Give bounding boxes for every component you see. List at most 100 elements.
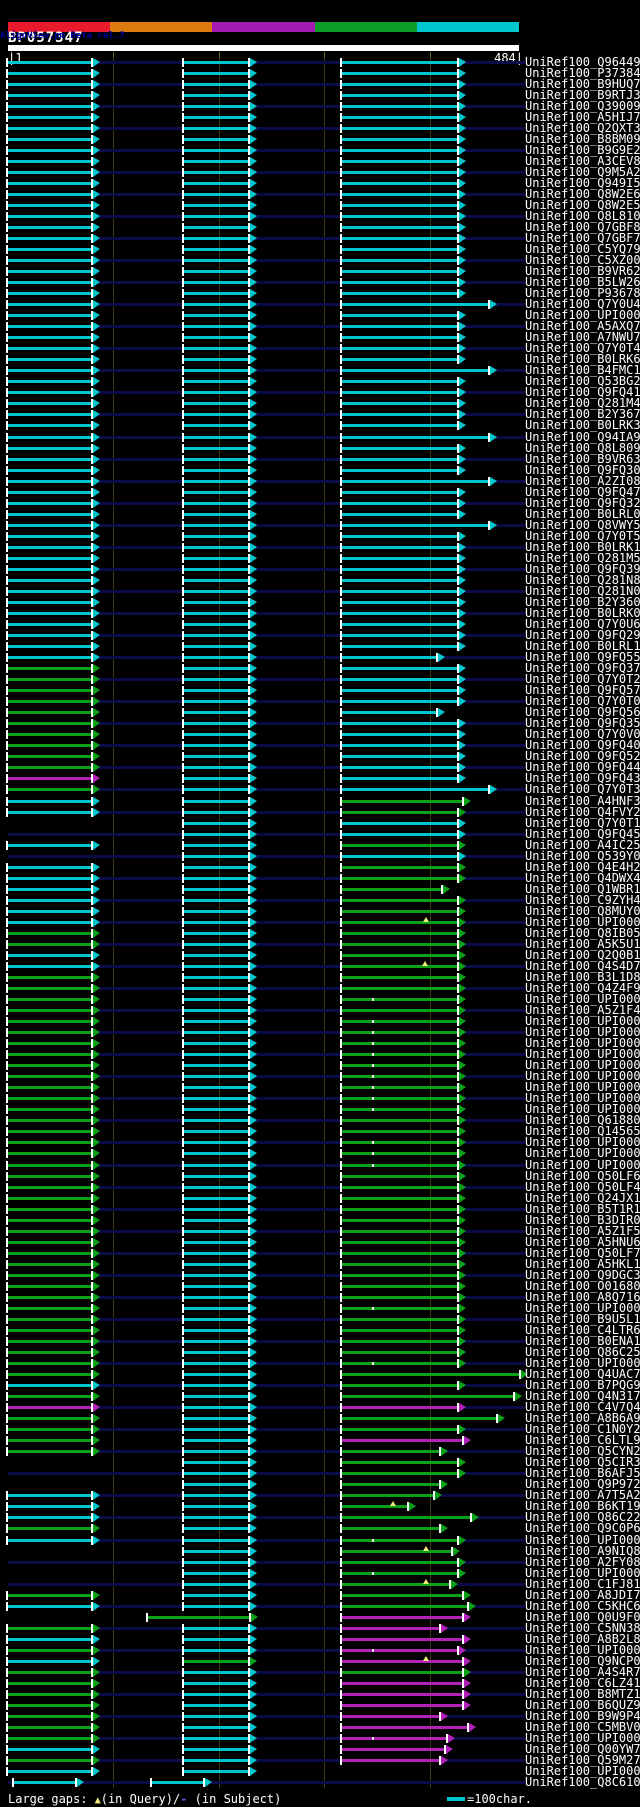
alignment-segment[interactable] xyxy=(183,920,249,924)
hit-label[interactable]: UniRef100_A5Z1F4 xyxy=(525,1003,640,1018)
alignment-segment[interactable] xyxy=(183,612,249,615)
hit-label[interactable]: UniRef100_Q9FQ30 xyxy=(525,462,640,477)
alignment-segment[interactable] xyxy=(8,1064,91,1068)
alignment-segment[interactable] xyxy=(342,600,457,604)
hit-label[interactable]: UniRef100_Q0U9F0 xyxy=(525,1609,640,1624)
alignment-segment[interactable] xyxy=(183,115,249,119)
alignment-segment[interactable] xyxy=(183,1395,249,1399)
hit-label[interactable]: UniRef100_UPI000.. xyxy=(525,1642,640,1657)
hit-label[interactable]: UniRef100_A2ZI08 xyxy=(525,473,640,488)
hit-label[interactable]: UniRef100_A5HIJ7 xyxy=(525,109,640,124)
alignment-segment[interactable] xyxy=(342,1185,457,1189)
hit-row[interactable]: UniRef100_Q1WBR1 xyxy=(0,883,640,895)
alignment-segment[interactable] xyxy=(342,998,457,1002)
hit-label[interactable]: UniRef100_UPI000.. xyxy=(525,992,640,1007)
hit-label[interactable]: UniRef100_P93678 xyxy=(525,286,640,301)
alignment-segment[interactable] xyxy=(342,1626,439,1630)
hit-row[interactable]: UniRef100_UPI000.. xyxy=(0,1059,640,1071)
alignment-segment[interactable] xyxy=(8,314,91,318)
alignment-segment[interactable] xyxy=(342,799,462,803)
alignment-segment[interactable] xyxy=(342,1097,457,1101)
alignment-segment[interactable] xyxy=(342,1516,471,1520)
hit-row[interactable]: UniRef100_C5XZ00 xyxy=(0,254,640,266)
hit-label[interactable]: UniRef100_C1N0Y2 xyxy=(525,1422,640,1437)
alignment-segment[interactable] xyxy=(183,1494,249,1498)
hit-label[interactable]: UniRef100_Q7Y0U6 xyxy=(525,617,640,632)
alignment-segment[interactable] xyxy=(342,1262,457,1266)
hit-row[interactable]: UniRef100_Q9FQ39 xyxy=(0,563,640,575)
alignment-segment[interactable] xyxy=(8,1251,91,1255)
alignment-segment[interactable] xyxy=(183,159,249,163)
hit-label[interactable]: UniRef100_A4HNF3 xyxy=(525,793,640,808)
hit-label[interactable]: UniRef100_B6AFJ5 xyxy=(525,1466,640,1481)
hit-row[interactable]: UniRef100_Q8L810 xyxy=(0,210,640,222)
alignment-segment[interactable] xyxy=(183,1571,249,1575)
alignment-segment[interactable] xyxy=(183,788,249,792)
alignment-segment[interactable] xyxy=(8,1141,91,1145)
hit-label[interactable]: UniRef100_P37384 xyxy=(525,65,640,80)
hit-label[interactable]: UniRef100_UPI000.. xyxy=(525,1025,640,1040)
alignment-segment[interactable] xyxy=(8,887,91,891)
alignment-segment[interactable] xyxy=(183,1207,249,1211)
alignment-segment[interactable] xyxy=(8,1339,91,1343)
alignment-segment[interactable] xyxy=(183,656,249,660)
hit-label[interactable]: UniRef100_Q9C0P6 xyxy=(525,1521,640,1536)
alignment-segment[interactable] xyxy=(183,1240,249,1244)
hit-row[interactable]: UniRef100_Q53BG2 xyxy=(0,375,640,387)
alignment-segment[interactable] xyxy=(183,1251,249,1255)
hit-row[interactable]: UniRef100_Q24JX1 xyxy=(0,1192,640,1204)
alignment-segment[interactable] xyxy=(183,953,249,957)
hit-label[interactable]: UniRef100_Q9DGC3 xyxy=(525,1267,640,1282)
alignment-segment[interactable] xyxy=(8,214,91,218)
alignment-segment[interactable] xyxy=(342,1240,457,1244)
hit-label[interactable]: UniRef100_C9ZYH4 xyxy=(525,892,640,907)
hit-row[interactable]: UniRef100_Q9DGC3 xyxy=(0,1267,640,1282)
hit-row[interactable]: UniRef100_Q9P972 xyxy=(0,1478,640,1490)
hit-row[interactable]: UniRef100_B0LRK3 xyxy=(0,419,640,431)
alignment-segment[interactable] xyxy=(342,1207,457,1211)
alignment-segment[interactable] xyxy=(342,556,457,560)
alignment-segment[interactable] xyxy=(342,1362,457,1366)
alignment-segment[interactable] xyxy=(183,1626,249,1630)
alignment-segment[interactable] xyxy=(183,71,249,75)
hit-label[interactable]: UniRef100_UPI000.. xyxy=(525,1091,640,1106)
alignment-segment[interactable] xyxy=(342,512,457,516)
alignment-segment[interactable] xyxy=(342,1726,468,1730)
alignment-segment[interactable] xyxy=(8,975,91,979)
alignment-segment[interactable] xyxy=(8,920,91,924)
alignment-segment[interactable] xyxy=(8,1196,91,1200)
alignment-segment[interactable] xyxy=(8,567,91,571)
hit-label[interactable]: UniRef100_Q9FQ55 xyxy=(525,650,640,665)
alignment-segment[interactable] xyxy=(8,115,91,119)
alignment-segment[interactable] xyxy=(183,137,249,141)
hit-row[interactable]: UniRef100_Q8MUY0 xyxy=(0,905,640,917)
alignment-segment[interactable] xyxy=(8,1516,91,1520)
alignment-segment[interactable] xyxy=(8,1681,91,1685)
hit-row[interactable]: UniRef100_C1FJ81 xyxy=(0,1578,640,1590)
alignment-segment[interactable] xyxy=(183,248,249,251)
hit-row[interactable]: UniRef100_UPI000.. xyxy=(0,916,640,928)
hit-label[interactable]: UniRef100_Q61880 xyxy=(525,1113,640,1128)
hit-label[interactable]: UniRef100_UPI000.. xyxy=(525,1069,640,1084)
hit-row[interactable]: UniRef100_Q9NCP0 xyxy=(0,1655,640,1667)
alignment-segment[interactable] xyxy=(8,490,91,494)
alignment-segment[interactable] xyxy=(183,1229,249,1233)
alignment-segment[interactable] xyxy=(183,987,249,991)
alignment-segment[interactable] xyxy=(342,1295,457,1299)
alignment-segment[interactable] xyxy=(183,369,249,373)
alignment-segment[interactable] xyxy=(342,292,457,296)
hit-label[interactable]: UniRef100_A7T5A2 xyxy=(525,1488,640,1503)
hit-label[interactable]: UniRef100_Q281N8 xyxy=(525,572,640,587)
alignment-segment[interactable] xyxy=(8,1262,91,1266)
alignment-segment[interactable] xyxy=(342,325,457,329)
alignment-segment[interactable] xyxy=(8,1692,91,1696)
hit-label[interactable]: UniRef100_UPI000.. xyxy=(525,1146,640,1161)
alignment-segment[interactable] xyxy=(183,1527,249,1531)
hit-row[interactable]: UniRef100_UPI000.. xyxy=(0,992,640,1007)
alignment-segment[interactable] xyxy=(342,457,457,461)
hit-label[interactable]: UniRef100_C5NN38 xyxy=(525,1620,640,1635)
hit-label[interactable]: UniRef100_Q9FQ45 xyxy=(525,826,640,841)
hit-row[interactable]: UniRef100_B5T1R1 xyxy=(0,1203,640,1215)
alignment-segment[interactable] xyxy=(183,358,249,362)
hit-label[interactable]: UniRef100_A4IC25 xyxy=(525,837,640,852)
